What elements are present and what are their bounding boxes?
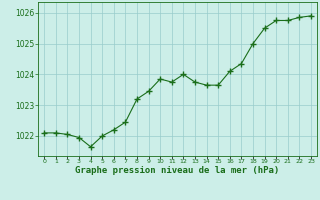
X-axis label: Graphe pression niveau de la mer (hPa): Graphe pression niveau de la mer (hPa) [76,166,280,175]
